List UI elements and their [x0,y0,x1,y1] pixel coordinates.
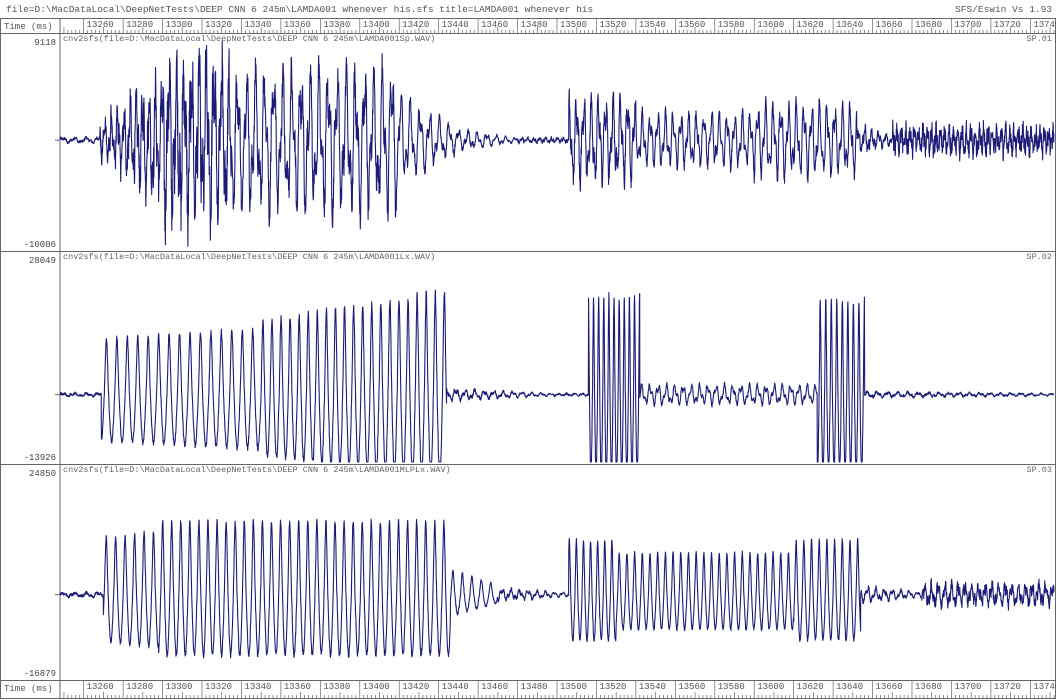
bottom-axis-tick-label: 13740 [1033,682,1056,692]
top-axis-tick-label: 13620 [797,20,824,30]
panel-tag: SP.01 [1026,34,1052,44]
waveform-panel-3: cnv2sfs(file=D:\MacDataLocal\DeepNetTest… [0,464,1056,681]
bottom-axis-tick-label: 13560 [678,682,705,692]
top-axis-tick-label: 13660 [876,20,903,30]
top-axis-tick-label: 13720 [994,20,1021,30]
bottom-axis-tick-label: 13260 [87,682,114,692]
top-axis-tick-label: 13420 [402,20,429,30]
y-min-label: -13926 [24,453,56,463]
bottom-axis-tick-label: 13400 [363,682,390,692]
top-axis-tick-label: 13640 [836,20,863,30]
bottom-axis-tick-label: 13420 [402,682,429,692]
bottom-time-axis: Time (ms) 13260 13280 13300 13320 13340 13360 1… [0,680,1056,699]
top-axis-tick-label: 13600 [757,20,784,30]
top-axis-tick-label: 13320 [205,20,232,30]
bottom-axis-tick-label: 13580 [718,682,745,692]
bottom-axis-tick-label: 13680 [915,682,942,692]
top-axis-tick-label: 13700 [954,20,981,30]
top-axis-tick-label: 13500 [560,20,587,30]
y-max-label: 9118 [34,38,56,48]
y-min-label: -16879 [24,669,56,679]
panel-frame [0,33,1056,252]
bottom-axis-tick-label: 13340 [244,682,271,692]
top-axis-tick-label: 13340 [244,20,271,30]
y-max-label: 28049 [29,256,56,266]
top-axis-tick-label: 13560 [678,20,705,30]
waveform-line [59,518,1055,659]
top-axis-tick-label: 13440 [442,20,469,30]
top-axis-tick-label: 13460 [481,20,508,30]
title-bar: file=D:\MacDataLocal\DeepNetTests\DEEP C… [0,0,1056,18]
top-axis-tick-label: 13360 [284,20,311,30]
panel-tag: SP.02 [1026,252,1052,262]
bottom-axis-tick-label: 13620 [797,682,824,692]
panel-tag: SP.03 [1026,465,1052,475]
bottom-axis-tick-label: 13540 [639,682,666,692]
bottom-axis-tick-label: 13640 [836,682,863,692]
top-axis-tick-label: 13740 [1033,20,1056,30]
top-axis-tick-label: 13280 [126,20,153,30]
top-axis-tick-label: 13260 [87,20,114,30]
bottom-axis-tick-label: 13300 [166,682,193,692]
bottom-axis-tick-label: 13280 [126,682,153,692]
top-axis-tick-label: 13400 [363,20,390,30]
bottom-axis-tick-label: 13660 [876,682,903,692]
panel-title: cnv2sfs(file=D:\MacDataLocal\DeepNetTest… [63,465,451,475]
bottom-axis-tick-label: 13380 [323,682,350,692]
file-info-text: file=D:\MacDataLocal\DeepNetTests\DEEP C… [6,4,594,15]
bottom-axis-tick-label: 13520 [599,682,626,692]
waveform-panels: cnv2sfs(file=D:\MacDataLocal\DeepNetTest… [0,33,1056,681]
waveform-panel-2: cnv2sfs(file=D:\MacDataLocal\DeepNetTest… [0,251,1056,465]
top-axis-tick-label: 13540 [639,20,666,30]
bottom-axis-tick-label: 13320 [205,682,232,692]
top-axis-tick-label: 13580 [718,20,745,30]
y-min-label: -10006 [24,240,56,250]
top-axis-label: Time (ms) [4,22,53,32]
top-axis-tick-label: 13480 [521,20,548,30]
y-max-label: 24850 [29,469,56,479]
panel-title: cnv2sfs(file=D:\MacDataLocal\DeepNetTest… [63,252,435,262]
top-axis-tick-label: 13520 [599,20,626,30]
bottom-axis-tick-label: 13440 [442,682,469,692]
bottom-axis-tick-label: 13460 [481,682,508,692]
top-axis-tick-label: 13680 [915,20,942,30]
top-axis-tick-label: 13380 [323,20,350,30]
bottom-axis-tick-label: 13600 [757,682,784,692]
top-axis-tick-label: 13300 [166,20,193,30]
bottom-axis-label: Time (ms) [4,684,53,694]
bottom-axis-tick-label: 13500 [560,682,587,692]
panel-title: cnv2sfs(file=D:\MacDataLocal\DeepNetTest… [63,34,435,44]
version-text: SFS/Eswin Vs 1.93 [955,4,1052,15]
top-time-axis: Time (ms) 13260 13280 13300 13320 13340 13360 1… [0,18,1056,34]
waveform-line [59,40,1055,247]
bottom-axis-tick-label: 13480 [521,682,548,692]
bottom-axis-tick-label: 13700 [954,682,981,692]
bottom-axis-tick-label: 13360 [284,682,311,692]
bottom-axis-tick-label: 13720 [994,682,1021,692]
waveform-panel-1: cnv2sfs(file=D:\MacDataLocal\DeepNetTest… [0,33,1056,252]
waveform-line [59,289,1055,463]
panel-frame [0,251,1056,465]
